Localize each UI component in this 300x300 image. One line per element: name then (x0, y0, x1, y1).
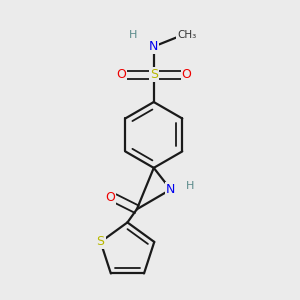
Text: O: O (116, 68, 126, 81)
Text: S: S (97, 236, 105, 248)
Text: H: H (129, 30, 137, 40)
Text: O: O (106, 191, 116, 205)
Text: S: S (150, 68, 158, 81)
Text: N: N (166, 183, 175, 196)
Text: N: N (149, 40, 158, 53)
Text: CH₃: CH₃ (177, 30, 196, 40)
Text: H: H (186, 181, 195, 191)
Text: O: O (182, 68, 192, 81)
